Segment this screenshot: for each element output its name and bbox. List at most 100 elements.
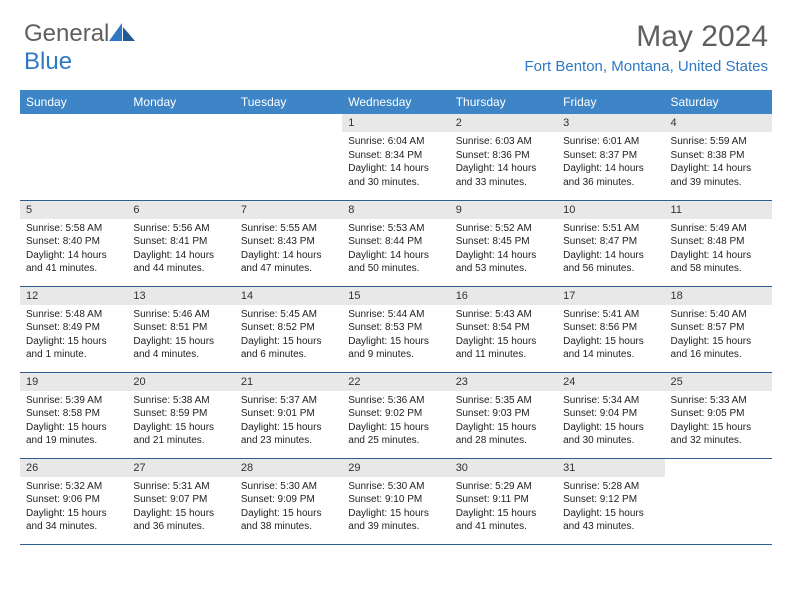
day-of-week-row: SundayMondayTuesdayWednesdayThursdayFrid… bbox=[20, 90, 772, 114]
calendar-cell: 6Sunrise: 5:56 AMSunset: 8:41 PMDaylight… bbox=[127, 200, 234, 286]
day-content: Sunrise: 5:32 AMSunset: 9:06 PMDaylight:… bbox=[20, 477, 127, 539]
calendar-table: SundayMondayTuesdayWednesdayThursdayFrid… bbox=[20, 90, 772, 545]
day-number: 3 bbox=[557, 114, 664, 132]
day-number: 24 bbox=[557, 373, 664, 391]
calendar-cell: 19Sunrise: 5:39 AMSunset: 8:58 PMDayligh… bbox=[20, 372, 127, 458]
calendar-cell: 20Sunrise: 5:38 AMSunset: 8:59 PMDayligh… bbox=[127, 372, 234, 458]
calendar-cell: 22Sunrise: 5:36 AMSunset: 9:02 PMDayligh… bbox=[342, 372, 449, 458]
calendar-cell: 1Sunrise: 6:04 AMSunset: 8:34 PMDaylight… bbox=[342, 114, 449, 200]
sail-icon bbox=[109, 23, 135, 41]
calendar-cell: 30Sunrise: 5:29 AMSunset: 9:11 PMDayligh… bbox=[450, 458, 557, 544]
day-content: Sunrise: 5:53 AMSunset: 8:44 PMDaylight:… bbox=[342, 219, 449, 281]
logo-text-gray: General bbox=[24, 20, 109, 47]
day-content: Sunrise: 5:58 AMSunset: 8:40 PMDaylight:… bbox=[20, 219, 127, 281]
day-number: 5 bbox=[20, 201, 127, 219]
calendar-cell: 29Sunrise: 5:30 AMSunset: 9:10 PMDayligh… bbox=[342, 458, 449, 544]
day-number: 16 bbox=[450, 287, 557, 305]
day-content: Sunrise: 5:35 AMSunset: 9:03 PMDaylight:… bbox=[450, 391, 557, 453]
calendar-cell: 8Sunrise: 5:53 AMSunset: 8:44 PMDaylight… bbox=[342, 200, 449, 286]
calendar-cell: 7Sunrise: 5:55 AMSunset: 8:43 PMDaylight… bbox=[235, 200, 342, 286]
calendar-cell: 5Sunrise: 5:58 AMSunset: 8:40 PMDaylight… bbox=[20, 200, 127, 286]
calendar-cell: 13Sunrise: 5:46 AMSunset: 8:51 PMDayligh… bbox=[127, 286, 234, 372]
calendar-cell: 9Sunrise: 5:52 AMSunset: 8:45 PMDaylight… bbox=[450, 200, 557, 286]
day-content: Sunrise: 5:51 AMSunset: 8:47 PMDaylight:… bbox=[557, 219, 664, 281]
day-number: 29 bbox=[342, 459, 449, 477]
calendar-cell: 25Sunrise: 5:33 AMSunset: 9:05 PMDayligh… bbox=[665, 372, 772, 458]
day-number: 19 bbox=[20, 373, 127, 391]
day-of-week-header: Tuesday bbox=[235, 90, 342, 114]
day-content: Sunrise: 5:39 AMSunset: 8:58 PMDaylight:… bbox=[20, 391, 127, 453]
calendar-cell: 11Sunrise: 5:49 AMSunset: 8:48 PMDayligh… bbox=[665, 200, 772, 286]
day-number: 31 bbox=[557, 459, 664, 477]
calendar-cell: 17Sunrise: 5:41 AMSunset: 8:56 PMDayligh… bbox=[557, 286, 664, 372]
month-title: May 2024 bbox=[525, 20, 768, 54]
calendar-week-row: 19Sunrise: 5:39 AMSunset: 8:58 PMDayligh… bbox=[20, 372, 772, 458]
day-content: Sunrise: 5:28 AMSunset: 9:12 PMDaylight:… bbox=[557, 477, 664, 539]
calendar-body: 1Sunrise: 6:04 AMSunset: 8:34 PMDaylight… bbox=[20, 114, 772, 544]
day-number: 30 bbox=[450, 459, 557, 477]
day-number: 21 bbox=[235, 373, 342, 391]
day-of-week-header: Sunday bbox=[20, 90, 127, 114]
day-content: Sunrise: 5:46 AMSunset: 8:51 PMDaylight:… bbox=[127, 305, 234, 367]
day-number: 23 bbox=[450, 373, 557, 391]
day-number: 1 bbox=[342, 114, 449, 132]
day-number: 17 bbox=[557, 287, 664, 305]
day-number: 6 bbox=[127, 201, 234, 219]
day-content: Sunrise: 5:40 AMSunset: 8:57 PMDaylight:… bbox=[665, 305, 772, 367]
day-content: Sunrise: 5:52 AMSunset: 8:45 PMDaylight:… bbox=[450, 219, 557, 281]
day-content: Sunrise: 5:59 AMSunset: 8:38 PMDaylight:… bbox=[665, 132, 772, 194]
day-number: 27 bbox=[127, 459, 234, 477]
calendar-cell: 31Sunrise: 5:28 AMSunset: 9:12 PMDayligh… bbox=[557, 458, 664, 544]
day-number: 12 bbox=[20, 287, 127, 305]
logo-text-blue: Blue bbox=[24, 48, 72, 75]
calendar-cell bbox=[235, 114, 342, 200]
day-number: 2 bbox=[450, 114, 557, 132]
day-content: Sunrise: 5:55 AMSunset: 8:43 PMDaylight:… bbox=[235, 219, 342, 281]
calendar-cell: 4Sunrise: 5:59 AMSunset: 8:38 PMDaylight… bbox=[665, 114, 772, 200]
day-content: Sunrise: 5:48 AMSunset: 8:49 PMDaylight:… bbox=[20, 305, 127, 367]
day-number: 25 bbox=[665, 373, 772, 391]
location-text: Fort Benton, Montana, United States bbox=[525, 58, 768, 75]
day-content: Sunrise: 5:29 AMSunset: 9:11 PMDaylight:… bbox=[450, 477, 557, 539]
day-content: Sunrise: 5:38 AMSunset: 8:59 PMDaylight:… bbox=[127, 391, 234, 453]
day-content: Sunrise: 5:37 AMSunset: 9:01 PMDaylight:… bbox=[235, 391, 342, 453]
day-of-week-header: Monday bbox=[127, 90, 234, 114]
logo-text: GeneralBlue bbox=[24, 20, 135, 76]
calendar-cell: 12Sunrise: 5:48 AMSunset: 8:49 PMDayligh… bbox=[20, 286, 127, 372]
day-number: 8 bbox=[342, 201, 449, 219]
calendar-cell: 10Sunrise: 5:51 AMSunset: 8:47 PMDayligh… bbox=[557, 200, 664, 286]
calendar-cell: 14Sunrise: 5:45 AMSunset: 8:52 PMDayligh… bbox=[235, 286, 342, 372]
calendar-week-row: 1Sunrise: 6:04 AMSunset: 8:34 PMDaylight… bbox=[20, 114, 772, 200]
day-of-week-header: Wednesday bbox=[342, 90, 449, 114]
calendar-cell: 15Sunrise: 5:44 AMSunset: 8:53 PMDayligh… bbox=[342, 286, 449, 372]
calendar-cell bbox=[127, 114, 234, 200]
day-number: 15 bbox=[342, 287, 449, 305]
day-content: Sunrise: 6:01 AMSunset: 8:37 PMDaylight:… bbox=[557, 132, 664, 194]
day-content: Sunrise: 6:03 AMSunset: 8:36 PMDaylight:… bbox=[450, 132, 557, 194]
day-of-week-header: Thursday bbox=[450, 90, 557, 114]
calendar-cell: 3Sunrise: 6:01 AMSunset: 8:37 PMDaylight… bbox=[557, 114, 664, 200]
day-content: Sunrise: 5:33 AMSunset: 9:05 PMDaylight:… bbox=[665, 391, 772, 453]
calendar-cell: 21Sunrise: 5:37 AMSunset: 9:01 PMDayligh… bbox=[235, 372, 342, 458]
day-content: Sunrise: 5:31 AMSunset: 9:07 PMDaylight:… bbox=[127, 477, 234, 539]
calendar-cell: 2Sunrise: 6:03 AMSunset: 8:36 PMDaylight… bbox=[450, 114, 557, 200]
calendar-cell: 27Sunrise: 5:31 AMSunset: 9:07 PMDayligh… bbox=[127, 458, 234, 544]
day-content: Sunrise: 5:44 AMSunset: 8:53 PMDaylight:… bbox=[342, 305, 449, 367]
day-number: 22 bbox=[342, 373, 449, 391]
day-number: 26 bbox=[20, 459, 127, 477]
day-number: 10 bbox=[557, 201, 664, 219]
calendar-week-row: 12Sunrise: 5:48 AMSunset: 8:49 PMDayligh… bbox=[20, 286, 772, 372]
day-number: 28 bbox=[235, 459, 342, 477]
day-content: Sunrise: 6:04 AMSunset: 8:34 PMDaylight:… bbox=[342, 132, 449, 194]
calendar-week-row: 26Sunrise: 5:32 AMSunset: 9:06 PMDayligh… bbox=[20, 458, 772, 544]
calendar-cell: 16Sunrise: 5:43 AMSunset: 8:54 PMDayligh… bbox=[450, 286, 557, 372]
day-content: Sunrise: 5:30 AMSunset: 9:10 PMDaylight:… bbox=[342, 477, 449, 539]
day-number: 4 bbox=[665, 114, 772, 132]
day-number: 13 bbox=[127, 287, 234, 305]
day-number: 9 bbox=[450, 201, 557, 219]
calendar-cell: 26Sunrise: 5:32 AMSunset: 9:06 PMDayligh… bbox=[20, 458, 127, 544]
day-content: Sunrise: 5:41 AMSunset: 8:56 PMDaylight:… bbox=[557, 305, 664, 367]
calendar-cell: 23Sunrise: 5:35 AMSunset: 9:03 PMDayligh… bbox=[450, 372, 557, 458]
day-content: Sunrise: 5:34 AMSunset: 9:04 PMDaylight:… bbox=[557, 391, 664, 453]
header: GeneralBlue May 2024 Fort Benton, Montan… bbox=[0, 0, 792, 80]
